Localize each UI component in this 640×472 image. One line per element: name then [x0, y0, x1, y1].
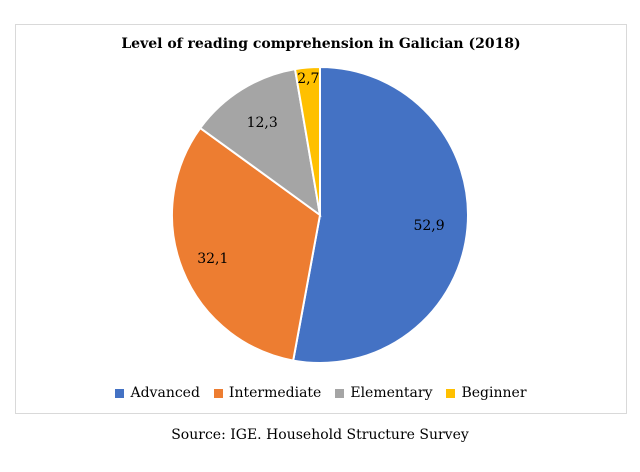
chart-legend: Advanced Intermediate Elementary Beginne…	[16, 385, 626, 401]
data-label-advanced: 52,9	[413, 218, 444, 234]
pie-slice-elementary	[198, 67, 322, 218]
data-label-intermediate: 32,1	[197, 251, 228, 267]
legend-item-intermediate: Intermediate	[213, 385, 322, 401]
pie-slice-beginner	[293, 65, 321, 216]
pie-slice-advanced	[292, 65, 469, 364]
legend-item-elementary: Elementary	[335, 385, 432, 401]
legend-label-advanced: Advanced	[130, 385, 200, 401]
legend-swatch-intermediate	[213, 388, 223, 398]
source-note: Source: IGE. Household Structure Survey	[171, 427, 469, 443]
data-label-elementary: 12,3	[247, 115, 278, 131]
legend-swatch-beginner	[446, 388, 456, 398]
legend-label-beginner: Beginner	[461, 385, 527, 401]
legend-label-elementary: Elementary	[350, 385, 433, 401]
legend-swatch-advanced	[115, 388, 125, 398]
chart-area: Level of reading comprehension in Galici…	[15, 24, 627, 414]
legend-label-intermediate: Intermediate	[228, 385, 322, 401]
pie-chart: 52,9 32,1 12,3 2,7	[171, 65, 469, 364]
pie-slice-intermediate	[171, 126, 322, 362]
chart-title: Level of reading comprehension in Galici…	[121, 36, 521, 52]
pie-slices	[171, 65, 469, 364]
legend-item-beginner: Beginner	[446, 385, 527, 401]
pie-data-labels: 52,9 32,1 12,3 2,7	[197, 71, 444, 267]
data-label-beginner: 2,7	[297, 71, 319, 87]
legend-swatch-elementary	[335, 388, 345, 398]
legend-item-advanced: Advanced	[115, 385, 200, 401]
